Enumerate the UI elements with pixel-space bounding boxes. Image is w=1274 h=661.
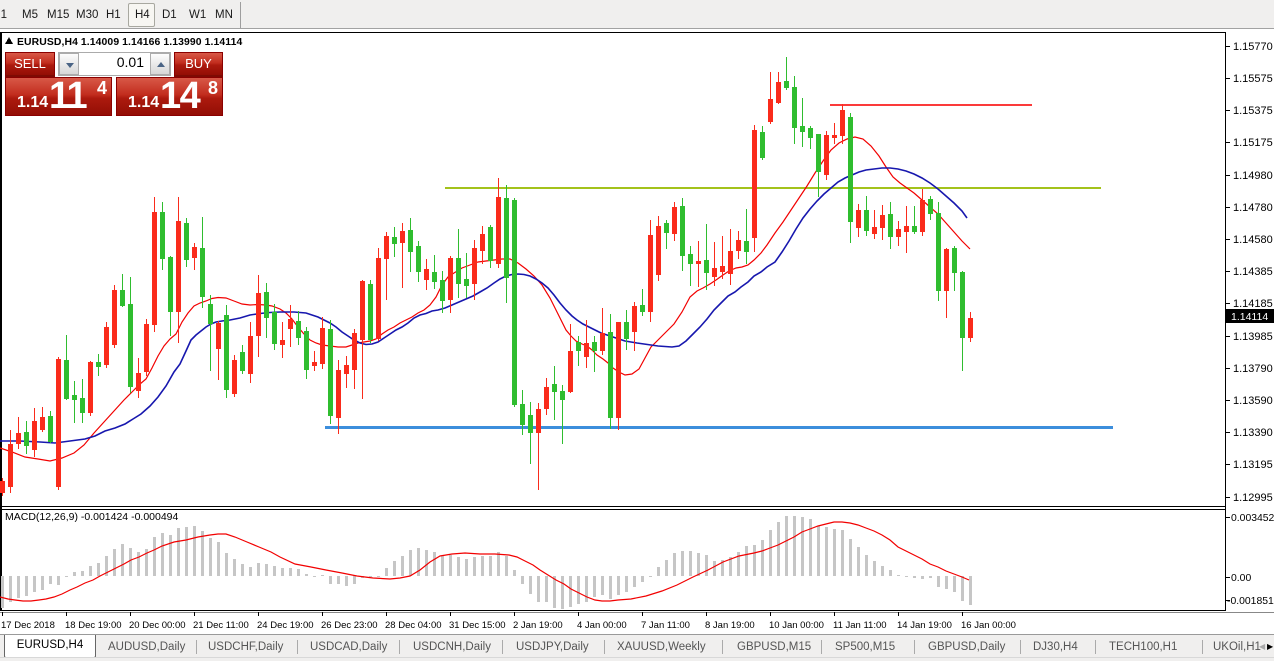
svg-text:17 Dec 2018: 17 Dec 2018 bbox=[1, 620, 55, 631]
svg-text:1.15175: 1.15175 bbox=[1233, 137, 1273, 149]
svg-text:0.003452: 0.003452 bbox=[1231, 513, 1274, 524]
svg-text:1.14185: 1.14185 bbox=[1233, 298, 1273, 310]
svg-text:-0.001851: -0.001851 bbox=[1227, 596, 1274, 607]
svg-text:21 Dec 11:00: 21 Dec 11:00 bbox=[193, 620, 249, 631]
svg-text:1.13985: 1.13985 bbox=[1233, 331, 1273, 343]
svg-text:1.13390: 1.13390 bbox=[1233, 427, 1273, 439]
svg-text:11 Jan 11:00: 11 Jan 11:00 bbox=[833, 620, 887, 631]
svg-text:16 Jan 00:00: 16 Jan 00:00 bbox=[961, 620, 1016, 631]
svg-text:4 Jan 00:00: 4 Jan 00:00 bbox=[577, 620, 627, 631]
svg-text:1.14580: 1.14580 bbox=[1233, 234, 1273, 246]
svg-text:1.13590: 1.13590 bbox=[1233, 395, 1273, 407]
svg-text:1.14980: 1.14980 bbox=[1233, 170, 1273, 182]
svg-text:18 Dec 19:00: 18 Dec 19:00 bbox=[65, 620, 122, 631]
svg-text:24 Dec 19:00: 24 Dec 19:00 bbox=[257, 620, 314, 631]
svg-text:28 Dec 04:00: 28 Dec 04:00 bbox=[385, 620, 442, 631]
svg-text:1.13790: 1.13790 bbox=[1233, 363, 1273, 375]
svg-text:1.15375: 1.15375 bbox=[1233, 105, 1273, 117]
svg-text:31 Dec 15:00: 31 Dec 15:00 bbox=[449, 620, 506, 631]
svg-text:0.00: 0.00 bbox=[1231, 573, 1251, 584]
svg-text:1.12995: 1.12995 bbox=[1233, 492, 1273, 504]
svg-text:1.14114: 1.14114 bbox=[1231, 311, 1268, 323]
svg-text:1.14385: 1.14385 bbox=[1233, 266, 1273, 278]
svg-text:EURUSD,H4 1.14009 1.14166 1.1: EURUSD,H4 1.14009 1.14166 1.13990 1.1411… bbox=[17, 37, 242, 48]
svg-text:1.15770: 1.15770 bbox=[1233, 41, 1273, 53]
svg-text:7 Jan 11:00: 7 Jan 11:00 bbox=[641, 620, 690, 631]
svg-text:1.15575: 1.15575 bbox=[1233, 73, 1273, 85]
svg-text:1.14780: 1.14780 bbox=[1233, 202, 1273, 214]
svg-text:MACD(12,26,9) -0.001424 -0.000: MACD(12,26,9) -0.001424 -0.000494 bbox=[5, 511, 179, 523]
svg-text:10 Jan 00:00: 10 Jan 00:00 bbox=[769, 620, 824, 631]
svg-text:2 Jan 19:00: 2 Jan 19:00 bbox=[513, 620, 563, 631]
svg-text:20 Dec 00:00: 20 Dec 00:00 bbox=[129, 620, 186, 631]
svg-text:8 Jan 19:00: 8 Jan 19:00 bbox=[705, 620, 755, 631]
svg-text:1.13195: 1.13195 bbox=[1233, 459, 1273, 471]
svg-text:26 Dec 23:00: 26 Dec 23:00 bbox=[321, 620, 378, 631]
svg-text:14 Jan 19:00: 14 Jan 19:00 bbox=[897, 620, 952, 631]
